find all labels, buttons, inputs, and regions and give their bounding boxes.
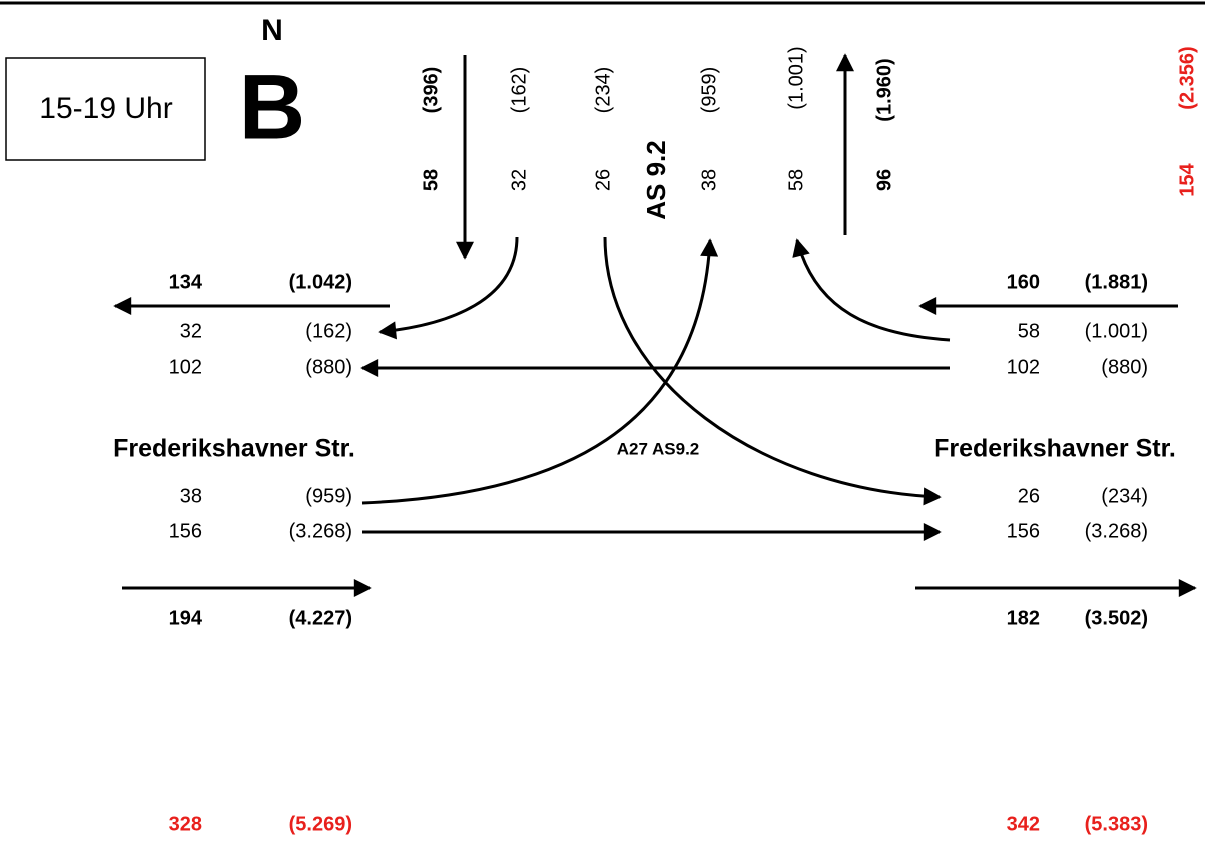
lower-row-daily: (959) [305, 485, 352, 507]
column-daily: (396) [420, 67, 442, 114]
column-value: 38 [698, 169, 720, 191]
column-value: 32 [508, 169, 530, 191]
upper-row-daily: (162) [305, 320, 352, 342]
column-value: 58 [420, 169, 442, 191]
column-value: 58 [785, 169, 807, 191]
lower-row-daily: (3.268) [289, 520, 352, 542]
lower-total-value: 182 [1007, 607, 1040, 629]
lower-row-value: 156 [1007, 520, 1040, 542]
column-daily: (1.001) [785, 46, 807, 109]
lower-total-daily: (3.502) [1085, 607, 1148, 629]
sum-daily: (5.269) [289, 813, 352, 835]
center-label: A27 AS9.2 [617, 439, 700, 458]
time-label: 15-19 Uhr [39, 92, 172, 125]
sum-value: 342 [1007, 813, 1040, 835]
column-value: 26 [592, 169, 614, 191]
upper-row-value: 58 [1018, 320, 1040, 342]
upper-total-value: 160 [1007, 271, 1040, 293]
letter: B [239, 56, 305, 158]
column-daily: (234) [592, 67, 614, 114]
column-daily: (959) [698, 67, 720, 114]
lower-row-value: 26 [1018, 485, 1040, 507]
column-daily: (162) [508, 67, 530, 114]
sum-value: 154 [1176, 162, 1198, 196]
upper-row-value: 102 [1007, 356, 1040, 378]
arrow [378, 236, 519, 340]
upper-total-daily: (1.881) [1085, 271, 1148, 293]
upper-row-daily: (1.001) [1085, 320, 1148, 342]
upper-row-value: 32 [180, 320, 202, 342]
arrow [792, 238, 951, 342]
upper-row-daily: (880) [1101, 356, 1148, 378]
arrow [603, 236, 942, 506]
north-label: N [261, 14, 283, 47]
lower-row-value: 38 [180, 485, 202, 507]
column-value: 96 [873, 169, 895, 191]
junction-label: AS 9.2 [641, 140, 671, 220]
upper-row-daily: (880) [305, 356, 352, 378]
lower-total-value: 194 [169, 607, 203, 629]
lower-row-daily: (234) [1101, 485, 1148, 507]
sum-daily: (2.356) [1176, 46, 1198, 109]
lower-row-value: 156 [169, 520, 202, 542]
lower-row-daily: (3.268) [1085, 520, 1148, 542]
street-east: Frederikshavner Str. [934, 435, 1176, 463]
sum-value: 328 [169, 813, 202, 835]
time-box [5, 57, 206, 161]
upper-total-daily: (1.042) [289, 271, 352, 293]
sum-daily: (5.383) [1085, 813, 1148, 835]
arrows [113, 53, 1197, 597]
upper-total-value: 134 [169, 271, 203, 293]
upper-row-value: 102 [169, 356, 202, 378]
arrow [361, 238, 719, 505]
street-west: Frederikshavner Str. [113, 435, 355, 463]
column-daily: (1.960) [873, 58, 895, 121]
lower-total-daily: (4.227) [289, 607, 352, 629]
